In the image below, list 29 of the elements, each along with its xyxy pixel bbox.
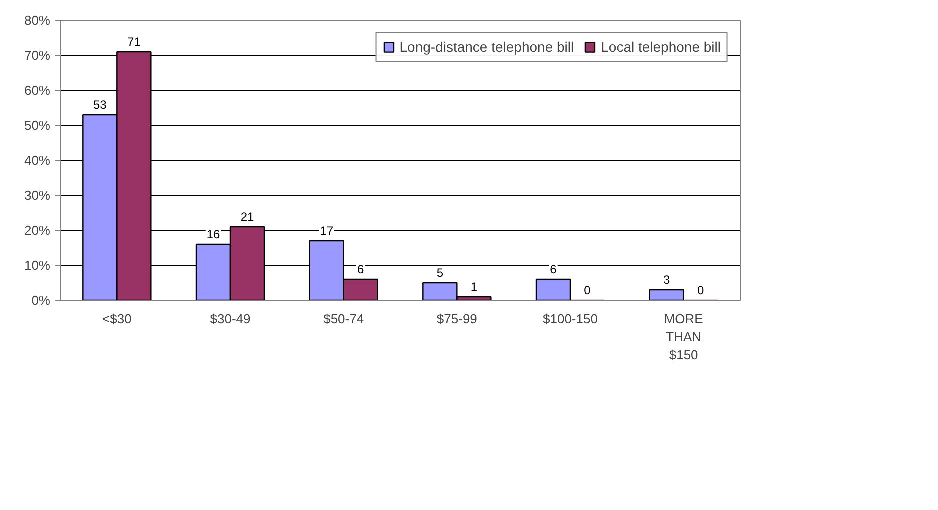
data-label: 5: [436, 266, 444, 280]
y-tick-label: 70%: [24, 48, 51, 63]
data-label: 16: [206, 228, 220, 242]
y-tick-label: 20%: [24, 223, 51, 238]
legend-label: Local telephone bill: [601, 39, 721, 55]
x-tick-label: $100-150: [543, 312, 598, 326]
x-tick-label: MORE THAN $150: [664, 312, 704, 362]
y-tick-label: 80%: [24, 13, 51, 28]
y-tick-label: 0%: [32, 293, 51, 308]
data-label: 53: [93, 98, 108, 112]
data-label: 71: [127, 35, 142, 49]
data-label: 0: [584, 284, 592, 298]
y-tick-label: 40%: [24, 153, 51, 168]
data-label: 1: [470, 280, 478, 294]
x-tick-label: <$30: [102, 312, 132, 326]
data-label: 0: [697, 284, 704, 298]
data-label: 6: [357, 262, 364, 276]
data-label: 21: [240, 210, 254, 224]
y-tick-label: 30%: [24, 188, 51, 203]
data-label: 6: [550, 262, 558, 276]
x-tick-label: $30-49: [210, 312, 251, 326]
y-tick-label: 10%: [24, 258, 51, 273]
y-tick-label: 60%: [24, 83, 51, 98]
data-label: 3: [663, 273, 670, 287]
x-tick-label: $50-74: [324, 312, 364, 326]
x-tick-label: $75-99: [436, 312, 478, 326]
legend-label: Long-distance telephone bill: [400, 39, 574, 55]
y-tick-label: 50%: [24, 118, 51, 133]
data-label: 17: [320, 224, 334, 238]
